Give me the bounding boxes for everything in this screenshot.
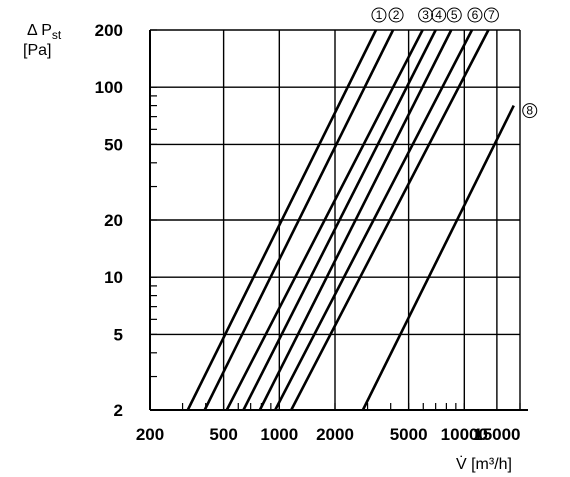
series-marker-circle [418,7,434,23]
series-marker-circle [483,7,499,23]
series-line [258,29,453,411]
series-label: 3 [422,8,429,22]
series-line [203,29,395,411]
y-tick-label: 20 [104,211,123,230]
series-line [186,29,378,411]
series-label: 4 [435,8,442,22]
y-tick-label: 5 [114,325,123,344]
x-tick-label: 500 [209,425,237,444]
y-axis-title: Δ Pst [27,22,62,42]
y-axis-unit: [Pa] [23,42,51,59]
series-label: 5 [451,8,458,22]
y-tick-label: 10 [104,268,123,287]
x-tick-label: 15000 [473,425,520,444]
series-label: 1 [376,8,383,22]
series-label: 6 [472,8,479,22]
series-marker-circle [467,7,483,23]
x-tick-label: 1000 [260,425,298,444]
series-marker-circle [446,7,462,23]
y-tick-label: 100 [95,78,123,97]
y-tick-label: 2 [114,401,123,420]
y-tick-label: 50 [104,135,123,154]
series-label: 7 [488,8,495,22]
grid [149,29,528,411]
x-tick-label: 10000 [441,425,488,444]
series-line [290,29,490,411]
series-marker-circle [431,7,447,23]
series-marker-circle [371,7,387,23]
y-tick-label: 200 [95,21,123,40]
x-axis-title: V̇ [m³/h] [456,455,512,473]
series-line [242,29,437,411]
series-label: 2 [393,8,400,22]
series-line [274,29,474,411]
series-line [225,29,424,411]
series-marker-circle [388,7,404,23]
series-marker-circle [522,103,538,119]
series-lines [186,29,515,411]
x-tick-label: 5000 [390,425,428,444]
series-label: 8 [526,104,533,118]
series-line [361,105,515,411]
x-tick-label: 2000 [316,425,354,444]
x-tick-label: 200 [136,425,164,444]
